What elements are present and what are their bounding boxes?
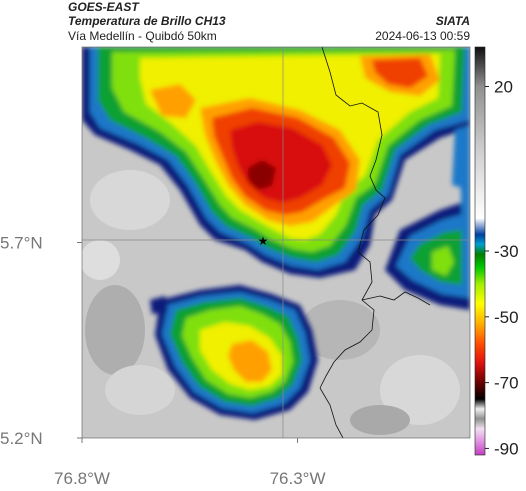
southern-convective-cloud [155, 285, 318, 420]
timestamp-label: 2024-06-13 00:59 [375, 29, 470, 43]
region-subtitle: Vía Medellín - Quibdó 50km [68, 29, 217, 43]
colorbar-tick-label-2: -50 [494, 308, 519, 327]
colorbar-ticks: 20 -30 -50 -70 -90 [485, 77, 519, 458]
scattered-cloud-edges [150, 150, 470, 314]
colorbar-tick-label-1: -30 [494, 242, 519, 261]
administrative-boundaries [319, 47, 431, 438]
location-star-marker: ★ [258, 234, 269, 248]
lat-tick-label-0: 5.7°N [0, 234, 43, 253]
brightness-temperature-raster: ★ [82, 47, 470, 438]
lon-tick-label-1: 76.3°W [270, 469, 326, 488]
lon-tick-label-0: 76.8°W [54, 469, 110, 488]
satellite-title: GOES-EAST [68, 0, 139, 14]
product-title: Temperatura de Brillo CH13 [68, 14, 226, 28]
colorbar-tick-label-0: 20 [494, 77, 513, 96]
colorbar-tick-label-3: -70 [494, 374, 519, 393]
agency-label: SIATA [435, 14, 470, 28]
axis-ticks: 5.7°N 5.2°N 76.8°W 76.3°W [0, 234, 326, 489]
cloud-free-texture [82, 170, 460, 435]
lat-tick-label-1: 5.2°N [0, 429, 43, 448]
colorbar-gradient [474, 46, 486, 456]
colorbar: 20 -30 -50 -70 -90 [474, 46, 519, 458]
colorbar-tick-label-4: -90 [494, 439, 519, 458]
